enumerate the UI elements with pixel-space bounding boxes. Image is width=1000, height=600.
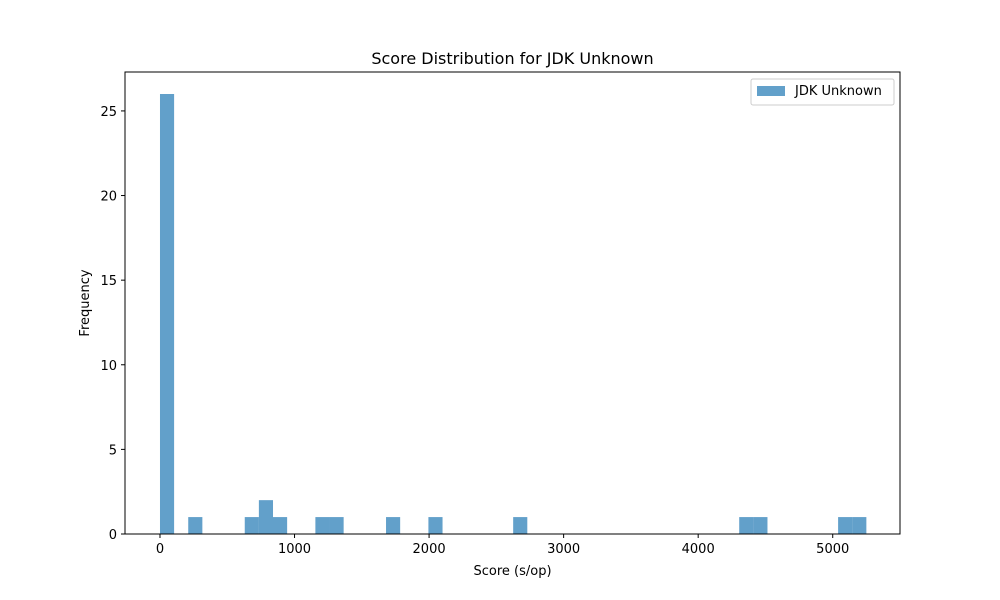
histogram-bar (188, 517, 203, 534)
histogram-bar (852, 517, 867, 534)
histogram-bar (753, 517, 768, 534)
y-tick-label: 15 (100, 274, 117, 289)
histogram-bar (513, 517, 528, 534)
y-tick-label: 0 (109, 528, 117, 543)
y-tick-label: 10 (100, 359, 117, 374)
x-tick-label: 4000 (682, 542, 715, 557)
x-tick-label: 2000 (413, 542, 446, 557)
histogram-bar (315, 517, 330, 534)
y-tick-label: 5 (109, 443, 117, 458)
y-tick-label: 25 (100, 105, 117, 120)
x-axis-ticks: 0 1000 2000 3000 4000 5000 (156, 534, 849, 557)
histogram-bar (838, 517, 853, 534)
y-axis-label: Frequency (78, 269, 93, 336)
histogram-bar (244, 517, 259, 534)
axes-frame (124, 71, 901, 535)
bars-group (159, 94, 867, 534)
histogram-bar (258, 500, 274, 534)
x-tick-label: 5000 (816, 542, 849, 557)
x-axis-label: Score (s/op) (473, 564, 551, 579)
legend-box (750, 78, 895, 106)
legend-entry-label: JDK Unknown (794, 84, 882, 99)
histogram-bar (329, 517, 344, 534)
histogram-bar (386, 517, 401, 534)
y-tick-label: 20 (100, 190, 117, 205)
histogram-bar (273, 517, 288, 534)
histogram-bar (159, 94, 175, 534)
legend: JDK Unknown (750, 78, 895, 106)
y-axis-ticks: 0 5 10 15 20 25 (100, 105, 125, 543)
histogram-bar (428, 517, 443, 534)
x-tick-label: 1000 (278, 542, 311, 557)
x-tick-label: 3000 (547, 542, 580, 557)
histogram-bar (739, 517, 754, 534)
chart-title: Score Distribution for JDK Unknown (371, 49, 653, 68)
legend-swatch (757, 86, 785, 96)
x-tick-label: 0 (156, 542, 164, 557)
